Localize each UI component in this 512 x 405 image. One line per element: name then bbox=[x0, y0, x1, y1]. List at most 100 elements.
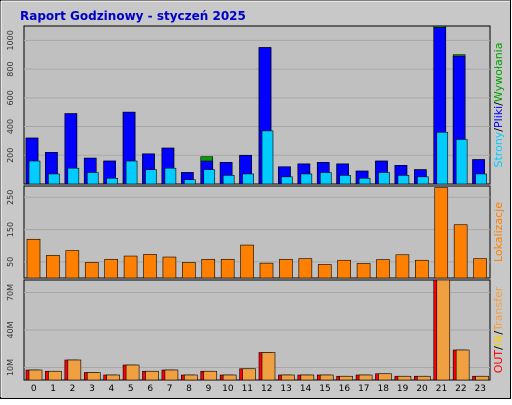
side-label-part: / bbox=[492, 128, 505, 132]
visits-bar bbox=[220, 258, 235, 279]
out-bar bbox=[358, 374, 373, 381]
x-tick-label: 10 bbox=[222, 384, 234, 394]
visits-bar bbox=[395, 254, 410, 279]
visits-bar bbox=[317, 264, 332, 279]
y-tick-label: 50 bbox=[6, 257, 15, 267]
pages-bar bbox=[125, 160, 138, 185]
x-tick-label: 11 bbox=[242, 384, 253, 394]
visits-bar bbox=[46, 255, 60, 279]
pages-bar bbox=[184, 179, 196, 185]
x-tick-label: 4 bbox=[109, 384, 115, 394]
x-tick-label: 18 bbox=[377, 384, 389, 394]
chart-title: Raport Godzinowy - styczeń 2025 bbox=[20, 9, 246, 23]
x-tick-label: 3 bbox=[89, 384, 95, 394]
x-tick-label: 1 bbox=[50, 384, 56, 394]
side-label-part: / bbox=[492, 331, 505, 335]
y-tick-label: 70M bbox=[6, 284, 15, 301]
pages-bar bbox=[86, 172, 99, 185]
visits-bar bbox=[65, 250, 80, 279]
pages-bar bbox=[417, 176, 429, 185]
out-bar bbox=[28, 369, 43, 381]
y-tick-label: 800 bbox=[6, 61, 15, 76]
visits-bar bbox=[240, 244, 254, 279]
visits-bar bbox=[162, 256, 177, 279]
side-label-part: / bbox=[492, 102, 505, 106]
y-tick-label: 10M bbox=[6, 359, 15, 376]
out-bar bbox=[145, 370, 159, 381]
out-bar bbox=[106, 374, 120, 381]
pages-bar bbox=[242, 173, 254, 185]
x-tick-label: 15 bbox=[319, 384, 330, 394]
pages-bar bbox=[106, 177, 118, 185]
x-tick-label: 19 bbox=[397, 384, 409, 394]
visits-bar bbox=[26, 238, 41, 279]
side-label-part: Lokalizacje bbox=[492, 202, 505, 262]
out-bar bbox=[184, 374, 198, 381]
x-tick-label: 7 bbox=[167, 384, 173, 394]
y-tick-label: 150 bbox=[6, 222, 15, 237]
out-bar bbox=[397, 375, 412, 381]
out-bar bbox=[417, 375, 431, 381]
out-bar bbox=[475, 375, 489, 381]
out-bar bbox=[339, 375, 353, 381]
pages-bar bbox=[28, 160, 41, 185]
visits-bar bbox=[279, 258, 293, 279]
top-side-label: Strony/Pliki/Wywołania bbox=[492, 43, 505, 168]
out-bar bbox=[281, 374, 295, 381]
out-bar bbox=[436, 279, 451, 381]
pages-bar bbox=[300, 173, 313, 185]
out-bar bbox=[319, 374, 334, 381]
pages-bar bbox=[378, 172, 390, 185]
pages-bar bbox=[455, 139, 468, 185]
y-tick-label: 1000 bbox=[6, 30, 15, 50]
visits-bar bbox=[123, 255, 138, 279]
chart-panels: 20040060080010005015025010M40M70MStrony/… bbox=[6, 25, 505, 381]
pages-bar bbox=[67, 167, 80, 185]
x-tick-label: 22 bbox=[455, 384, 466, 394]
side-label-part: Strony bbox=[492, 131, 505, 167]
out-bar bbox=[86, 372, 101, 381]
pages-bar bbox=[319, 172, 332, 185]
middle-side-label: Lokalizacje bbox=[492, 202, 505, 262]
bottom-side-label: OUT/IN/Transfer bbox=[492, 286, 505, 373]
x-tick-label: 14 bbox=[300, 384, 312, 394]
x-tick-label: 13 bbox=[280, 384, 291, 394]
pages-bar bbox=[339, 175, 351, 185]
pages-bar bbox=[475, 173, 487, 185]
out-bar bbox=[164, 369, 179, 381]
top-panel-plot bbox=[23, 25, 491, 185]
side-label-part: Pliki bbox=[492, 106, 505, 128]
y-tick-label: 40M bbox=[6, 321, 15, 338]
x-tick-label: 17 bbox=[358, 384, 369, 394]
out-bar bbox=[242, 368, 256, 381]
visits-bar bbox=[453, 224, 468, 279]
out-bar bbox=[125, 364, 140, 381]
visits-bar bbox=[201, 258, 216, 279]
visits-bar bbox=[104, 258, 118, 279]
x-tick-label: 23 bbox=[475, 384, 486, 394]
visits-bar bbox=[473, 258, 487, 279]
x-tick-label: 9 bbox=[206, 384, 212, 394]
side-label-part: / bbox=[492, 346, 505, 350]
out-bar bbox=[300, 374, 315, 381]
visits-bar bbox=[415, 259, 429, 279]
visits-bar bbox=[434, 187, 449, 279]
visits-bar bbox=[182, 262, 196, 279]
out-bar bbox=[378, 373, 392, 381]
pages-bar bbox=[281, 176, 293, 185]
pages-bar bbox=[397, 175, 410, 185]
y-tick-label: 400 bbox=[6, 119, 15, 134]
x-tick-label: 6 bbox=[147, 384, 153, 394]
visits-bar bbox=[298, 258, 313, 279]
x-axis: 0 1 2 3 4 5 6 7 8 9 10 11 12 13 14 15 16 17 18 19 20 21 22 23 bbox=[31, 384, 486, 394]
visits-bar bbox=[84, 262, 99, 279]
middle-panel-plot bbox=[23, 185, 491, 279]
y-tick-label: 250 bbox=[6, 190, 15, 205]
side-label-part: Transfer bbox=[492, 286, 505, 332]
out-bar bbox=[48, 370, 62, 381]
pages-bar bbox=[436, 131, 449, 185]
side-label-part: Wywołania bbox=[492, 43, 505, 103]
pages-bar bbox=[261, 130, 274, 185]
